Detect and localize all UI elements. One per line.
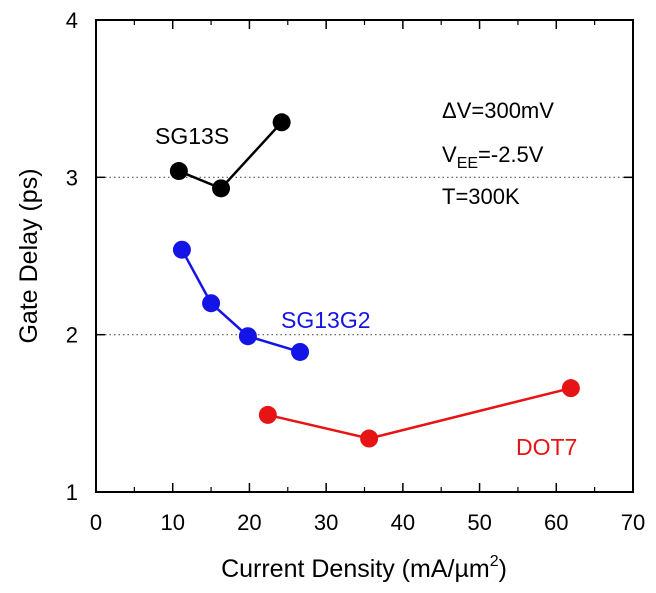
series-label-sg13s: SG13S [155,123,229,149]
data-point-sg13s [212,179,231,198]
data-point-sg13g2 [238,327,257,346]
y-tick-label: 2 [66,323,78,348]
data-point-sg13g2 [202,294,221,313]
series-label-dot7: DOT7 [516,434,577,460]
data-point-dot7 [561,379,580,398]
y-tick-label: 4 [66,8,78,33]
x-tick-label: 60 [544,510,568,535]
y-tick-label: 3 [66,165,78,190]
data-point-dot7 [258,405,277,424]
x-axis-title: Current Density (mA/µm2) [221,553,507,583]
annotation-vee: VEE=-2.5V [442,142,544,172]
series-line-sg13g2 [180,249,301,354]
y-axis-ticks: 1 2 3 4 [66,8,633,505]
series-group [169,113,580,448]
series-label-sg13g2: SG13G2 [281,307,371,333]
x-axis-ticks: 0 10 20 30 40 50 60 70 [90,20,645,535]
annotation-delta-v: ΔV=300mV [442,98,554,123]
data-point-sg13s [169,162,188,181]
x-tick-label: 20 [237,510,261,535]
data-point-sg13g2 [172,240,191,259]
x-tick-label: 30 [314,510,338,535]
data-point-sg13s [272,113,291,132]
x-tick-label: 0 [90,510,102,535]
x-tick-label: 70 [621,510,645,535]
data-point-sg13g2 [291,342,310,361]
x-tick-label: 10 [160,510,184,535]
data-point-dot7 [360,429,379,448]
y-axis-title: Gate Delay (ps) [15,168,43,343]
x-tick-label: 50 [467,510,491,535]
series-line-dot7 [267,386,572,440]
x-tick-label: 40 [391,510,415,535]
y-tick-label: 1 [66,480,78,505]
annotation-temperature: T=300K [442,184,520,209]
